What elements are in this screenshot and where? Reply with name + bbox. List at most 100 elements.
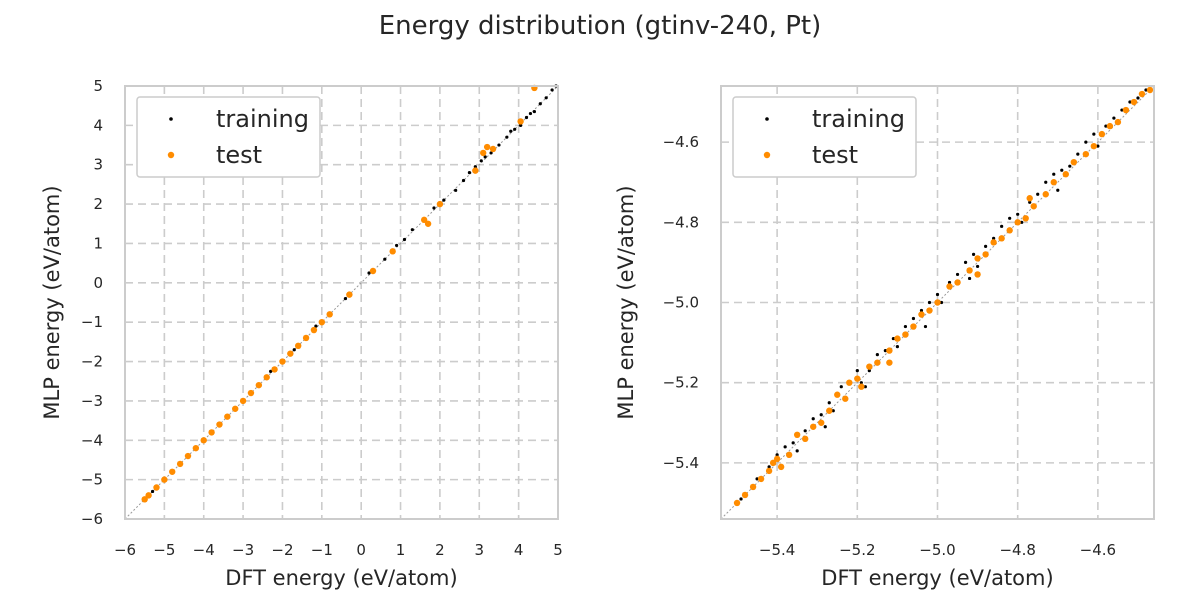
left-y-tick-label: 4 bbox=[93, 116, 103, 134]
right-training-point bbox=[975, 264, 980, 269]
right-legend-test-label: test bbox=[812, 141, 858, 169]
left-y-tick-label: 1 bbox=[93, 234, 103, 252]
left-x-tick-label: 0 bbox=[356, 541, 366, 559]
right-training-point bbox=[1076, 152, 1080, 156]
left-test-point bbox=[232, 405, 239, 412]
right-training-point bbox=[1000, 224, 1004, 228]
right-training-point bbox=[827, 401, 831, 405]
right-test-point bbox=[1062, 171, 1069, 178]
right-training-point bbox=[875, 353, 879, 357]
left-test-point bbox=[346, 291, 353, 298]
left-training-point bbox=[532, 109, 536, 114]
right-points bbox=[733, 86, 1154, 507]
left-training-point bbox=[538, 102, 542, 106]
left-y-tick-label: −6 bbox=[81, 510, 103, 528]
left-test-point bbox=[153, 484, 160, 491]
left-plot-frame bbox=[124, 85, 559, 520]
left-training-point bbox=[314, 324, 318, 328]
left-x-tick-label: 1 bbox=[396, 541, 406, 559]
right-test-point bbox=[902, 331, 909, 338]
left-training-point bbox=[454, 188, 458, 192]
left-y-tick-label: −1 bbox=[81, 313, 103, 331]
right-training-point bbox=[1016, 212, 1020, 216]
right-legend: training test bbox=[732, 96, 917, 178]
right-legend-test-marker bbox=[763, 151, 771, 159]
right-test-point bbox=[918, 311, 925, 318]
left-test-point bbox=[176, 460, 184, 468]
right-test-point bbox=[866, 363, 873, 370]
left-training-point bbox=[367, 271, 371, 275]
right-test-point bbox=[1122, 106, 1130, 114]
right-x-ticks: −5.4 −5.2 −5.0 −4.8 −4.6 bbox=[759, 541, 1116, 559]
left-test-point bbox=[424, 220, 432, 227]
left-training-point bbox=[292, 348, 296, 352]
right-test-point bbox=[1006, 227, 1013, 234]
right-test-point bbox=[793, 431, 801, 439]
right-training-point bbox=[1028, 200, 1032, 204]
right-training-point bbox=[1068, 164, 1072, 168]
left-training-point bbox=[497, 143, 501, 147]
left-test-point bbox=[255, 381, 263, 389]
left-training-point bbox=[269, 369, 273, 373]
left-training-point bbox=[550, 88, 554, 92]
right-test-point bbox=[769, 459, 777, 467]
right-test-point bbox=[846, 379, 853, 386]
left-test-point bbox=[489, 145, 497, 153]
right-test-point bbox=[801, 435, 809, 443]
left-test-point bbox=[279, 358, 286, 365]
right-x-tick-label: −4.6 bbox=[1080, 541, 1116, 559]
left-y-tick-label: −2 bbox=[81, 353, 103, 371]
right-training-point bbox=[1136, 96, 1140, 100]
right-training-point bbox=[1120, 108, 1124, 112]
right-test-point bbox=[1090, 142, 1098, 150]
left-training-point bbox=[442, 198, 446, 202]
left-legend-training-label: training bbox=[216, 105, 309, 133]
right-training-point bbox=[1052, 172, 1056, 176]
right-test-point bbox=[834, 391, 841, 398]
left-training-point bbox=[489, 151, 493, 155]
right-test-point bbox=[1022, 215, 1029, 222]
left-training-point bbox=[519, 123, 523, 127]
left-training-point bbox=[524, 115, 529, 120]
right-training-point bbox=[927, 300, 932, 305]
right-y-tick-label: −4.6 bbox=[663, 133, 699, 151]
left-training-point bbox=[402, 237, 407, 242]
right-test-point bbox=[1138, 90, 1146, 98]
right-test-point bbox=[1130, 98, 1138, 106]
left-test-point bbox=[141, 496, 148, 503]
right-training-point bbox=[911, 316, 916, 321]
right-test-point bbox=[765, 467, 773, 475]
right-test-point bbox=[998, 235, 1005, 242]
right-test-point bbox=[990, 239, 997, 246]
right-training-point bbox=[1060, 168, 1064, 172]
left-test-point bbox=[369, 267, 377, 275]
right-test-point bbox=[886, 347, 893, 354]
right-training-point bbox=[791, 441, 795, 445]
right-y-tick-label: −5.0 bbox=[663, 294, 699, 312]
right-training-point bbox=[819, 413, 823, 417]
right-y-tick-label: −4.8 bbox=[663, 213, 699, 231]
left-training-point bbox=[410, 228, 414, 232]
left-x-tick-label: −3 bbox=[232, 541, 254, 559]
left-training-point bbox=[461, 178, 466, 183]
right-legend-training-marker bbox=[765, 117, 769, 121]
right-test-point bbox=[1070, 158, 1078, 166]
right-training-point bbox=[863, 385, 867, 389]
right-test-point bbox=[858, 383, 865, 390]
right-training-point bbox=[992, 236, 996, 240]
left-test-point bbox=[480, 149, 487, 157]
left-y-tick-label: 5 bbox=[93, 77, 103, 95]
right-test-point bbox=[741, 491, 749, 499]
left-y-tick-label: −4 bbox=[81, 431, 103, 449]
left-x-tick-label: 4 bbox=[514, 541, 524, 559]
right-test-point bbox=[894, 335, 901, 342]
right-training-point bbox=[1112, 116, 1116, 120]
right-test-point bbox=[1050, 179, 1057, 186]
right-training-point bbox=[903, 324, 908, 329]
right-y-tick-label: −5.2 bbox=[663, 374, 699, 392]
right-test-point bbox=[974, 271, 981, 278]
right-legend-box bbox=[732, 96, 917, 178]
left-test-point bbox=[326, 311, 333, 318]
left-test-point bbox=[184, 452, 192, 460]
right-test-point bbox=[910, 323, 917, 330]
